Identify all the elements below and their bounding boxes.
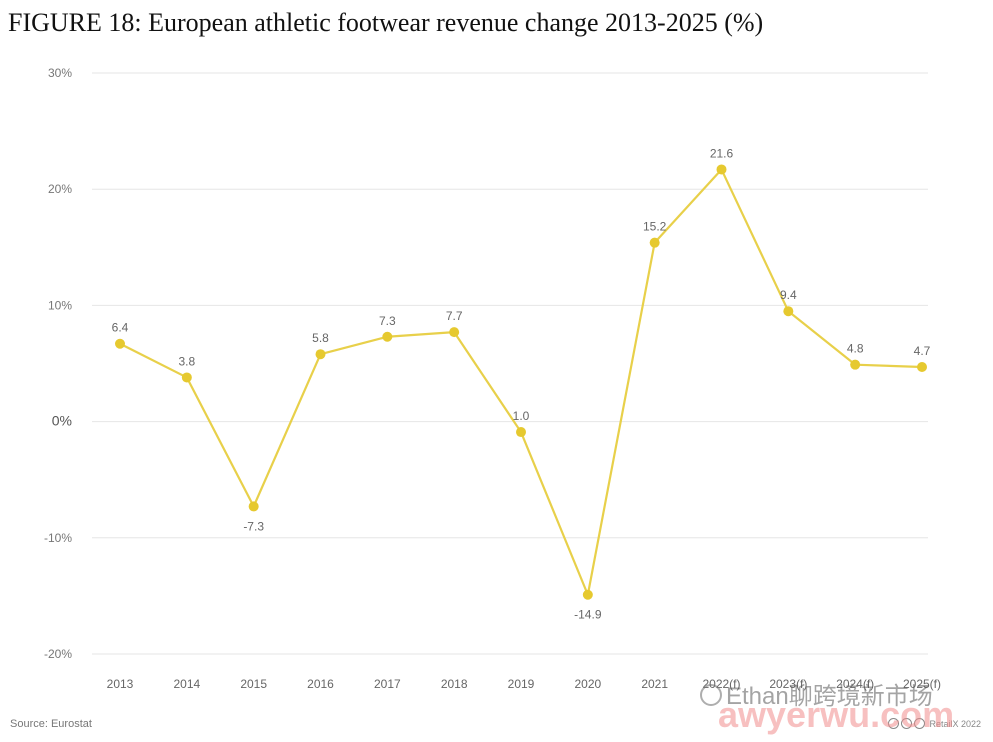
data-label: 3.8 bbox=[178, 354, 195, 368]
watermark: Ethan聊跨境新市场 bbox=[700, 676, 933, 711]
data-point bbox=[783, 306, 794, 317]
data-label: -7.3 bbox=[243, 519, 264, 533]
gridlines bbox=[92, 72, 928, 655]
data-point bbox=[716, 164, 727, 175]
x-tick-label: 2014 bbox=[173, 677, 200, 691]
data-labels: 6.4 3.8 -7.3 5.8 7.3 7.7 1.0 -14.9 15.2 21.6 9.4 4.… bbox=[112, 146, 931, 621]
data-point bbox=[582, 589, 593, 600]
data-label: 4.7 bbox=[914, 344, 931, 358]
data-point bbox=[382, 331, 393, 342]
x-tick-label: 2023(f) bbox=[769, 677, 807, 691]
y-tick-label: 20% bbox=[48, 182, 72, 196]
data-point bbox=[115, 338, 125, 349]
y-tick-label: 10% bbox=[48, 298, 72, 312]
source-note: Source: Eurostat bbox=[10, 718, 92, 730]
data-label: 7.7 bbox=[446, 309, 463, 323]
y-tick-label: -10% bbox=[44, 531, 72, 545]
y-tick-label: 30% bbox=[48, 66, 72, 80]
y-tick-label: 0% bbox=[52, 413, 72, 429]
x-tick-label: 2017 bbox=[374, 677, 401, 691]
data-label: -14.9 bbox=[574, 608, 602, 622]
x-tick-label: 2015 bbox=[240, 677, 267, 691]
x-tick-label: 2024(f) bbox=[836, 677, 874, 691]
x-tick-label: 2020 bbox=[574, 677, 601, 691]
data-label: 1.0 bbox=[513, 409, 530, 423]
data-point bbox=[850, 359, 861, 370]
data-points bbox=[115, 164, 927, 600]
watermark-text: Ethan聊跨境新市场 bbox=[726, 683, 933, 710]
data-point bbox=[649, 237, 660, 248]
x-tick-label: 2013 bbox=[107, 677, 134, 691]
y-axis-ticks: 30% 20% 10% 0% -10% -20% bbox=[44, 66, 72, 661]
data-point bbox=[516, 427, 526, 438]
x-tick-label: 2018 bbox=[441, 677, 468, 691]
cc-icon bbox=[888, 718, 899, 729]
x-tick-label: 2021 bbox=[641, 677, 668, 691]
credit-text: RetailX 2022 bbox=[929, 719, 982, 729]
data-label: 7.3 bbox=[379, 314, 396, 328]
data-point bbox=[248, 501, 259, 512]
data-point bbox=[449, 327, 460, 338]
wechat-icon bbox=[700, 684, 722, 706]
data-label: 5.8 bbox=[312, 331, 329, 345]
x-tick-label: 2025(f) bbox=[903, 677, 941, 691]
data-label: 15.2 bbox=[643, 220, 667, 234]
chart-title: FIGURE 18: European athletic footwear re… bbox=[8, 8, 764, 37]
watermark-url: awyerwu.com bbox=[718, 694, 955, 735]
credit-note: RetailX 2022 bbox=[888, 718, 981, 729]
x-axis-ticks: 2013 2014 2015 2016 2017 2018 2019 2020 2021 2022… bbox=[107, 677, 941, 691]
nd-icon bbox=[914, 718, 925, 729]
data-label: 4.8 bbox=[847, 342, 864, 356]
x-tick-label: 2016 bbox=[307, 677, 334, 691]
y-tick-label: -20% bbox=[44, 647, 72, 661]
data-label: 9.4 bbox=[780, 288, 797, 302]
data-point bbox=[181, 372, 192, 383]
by-icon bbox=[901, 718, 912, 729]
data-label: 6.4 bbox=[112, 321, 129, 335]
x-tick-label: 2019 bbox=[508, 677, 535, 691]
data-point bbox=[315, 349, 326, 360]
data-point bbox=[917, 361, 927, 372]
data-label: 21.6 bbox=[710, 146, 734, 160]
series-line bbox=[119, 168, 923, 596]
